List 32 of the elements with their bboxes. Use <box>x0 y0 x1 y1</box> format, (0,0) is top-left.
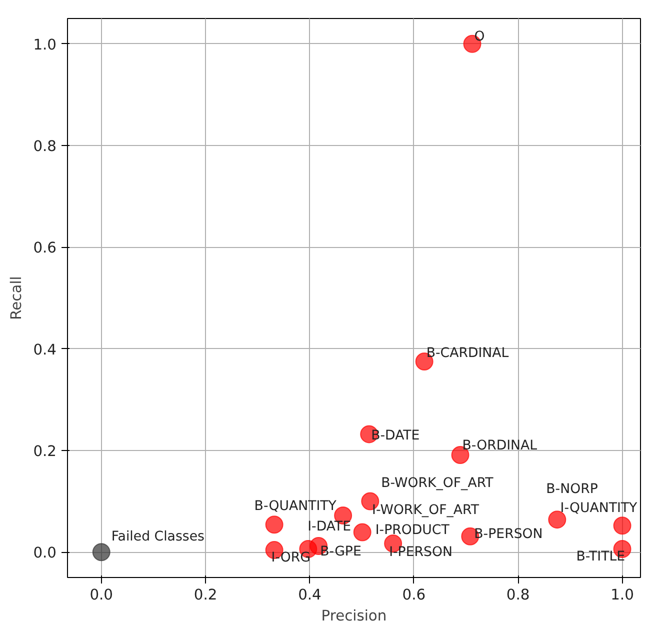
y-tick-label: 0.8 <box>33 138 57 156</box>
point <box>92 543 110 562</box>
annotation: B-WORK_OF_ART <box>381 476 494 491</box>
x-tick-label: 0.0 <box>90 586 114 604</box>
annotation: B-ORDINAL <box>462 438 538 454</box>
y-tick-label: 0.2 <box>33 442 57 460</box>
annotation: I-QUANTITY <box>560 501 638 516</box>
point <box>265 516 284 534</box>
x-tick-label: 0.8 <box>506 586 530 604</box>
annotation: I-WORK_OF_ART <box>372 503 480 518</box>
annotation: I-ORG <box>271 550 311 566</box>
annotation: I-DATE <box>308 519 351 534</box>
annotation: Failed Classes <box>111 530 205 545</box>
x-tick-label: 0.4 <box>298 586 322 604</box>
point <box>353 523 372 542</box>
annotation: I-PERSON <box>389 544 452 560</box>
annotation: I-PRODUCT <box>375 522 450 538</box>
annotation: B-TITLE <box>576 550 626 565</box>
annotation: B-CARDINAL <box>426 346 510 362</box>
x-axis-title: Precision <box>321 608 387 624</box>
x-tick-label: 0.6 <box>402 586 426 604</box>
x-tick-label: 1.0 <box>610 586 634 604</box>
annotation: B-NORP <box>546 482 598 498</box>
x-tick-label: 0.2 <box>194 586 218 604</box>
y-axis-title: Recall <box>8 276 26 320</box>
annotation: B-GPE <box>320 544 362 560</box>
point <box>613 516 632 535</box>
y-tick-label: 0.0 <box>33 544 57 562</box>
y-tick-label: 1.0 <box>33 36 57 54</box>
y-tick-label: 0.4 <box>33 341 57 358</box>
annotation: B-QUANTITY <box>254 499 338 514</box>
y-tick-label: 0.6 <box>33 240 57 257</box>
